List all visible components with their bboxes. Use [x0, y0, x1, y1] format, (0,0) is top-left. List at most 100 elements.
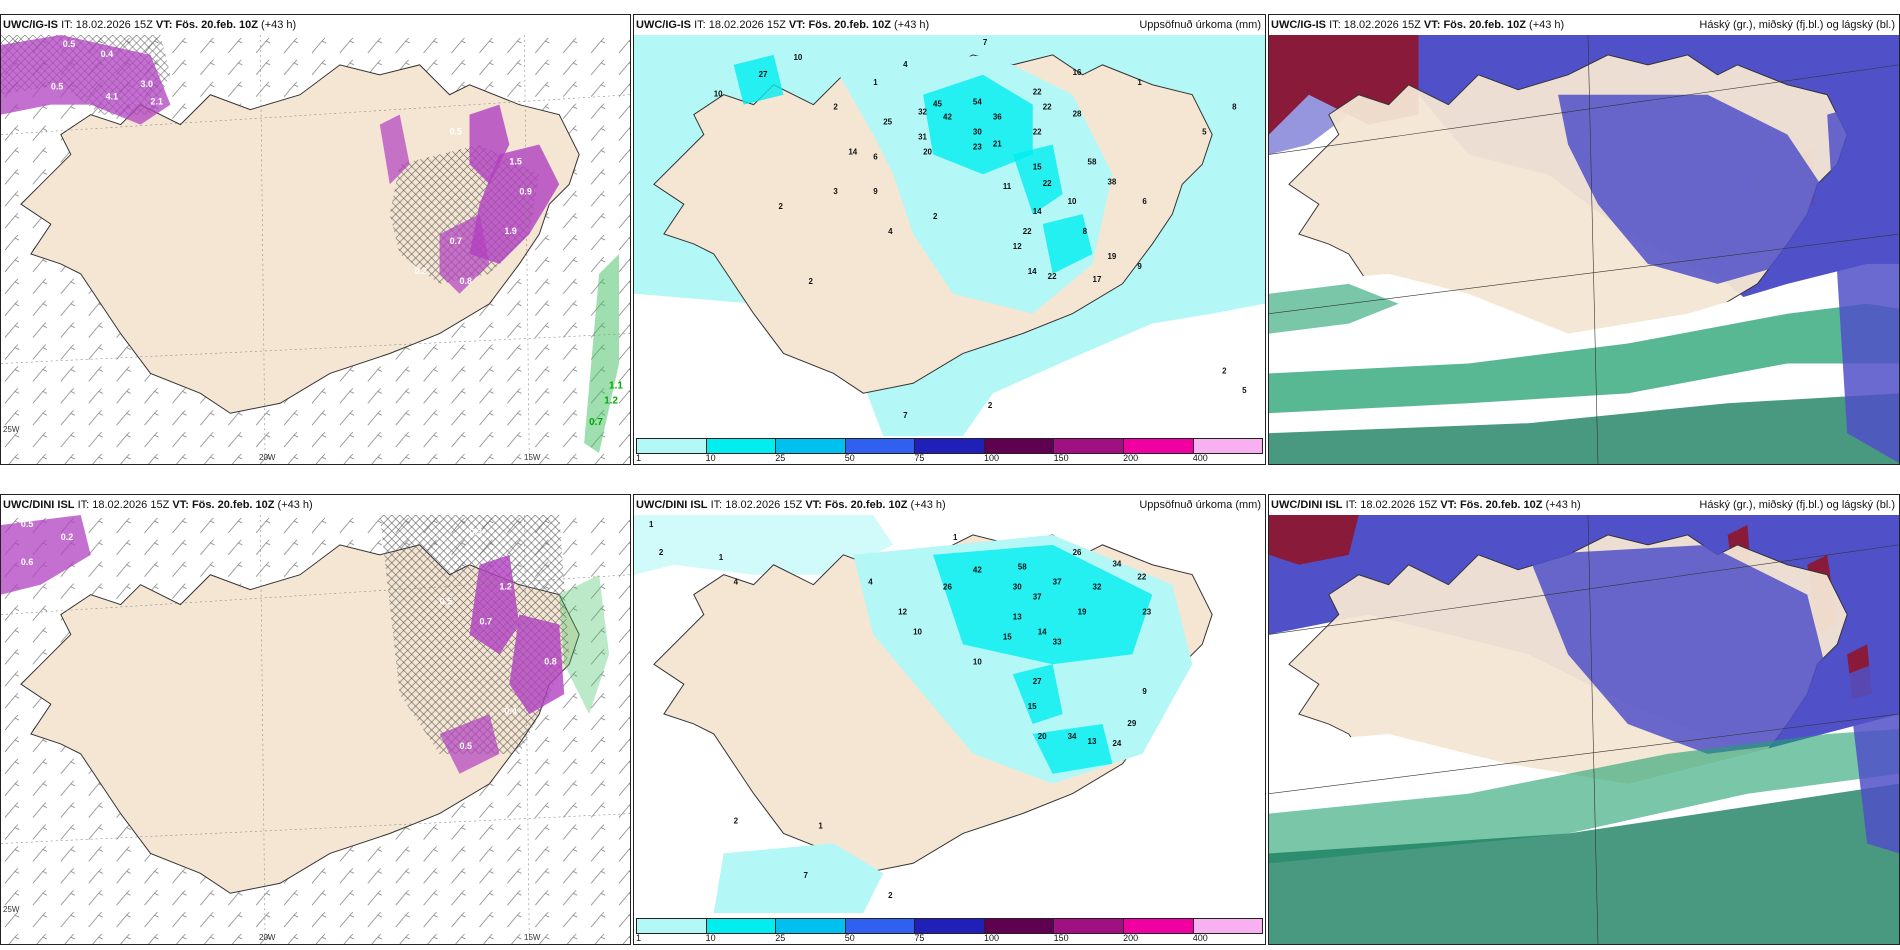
svg-text:0.5: 0.5: [460, 741, 472, 751]
panel-dini-clouds: UWC/DINI ISL IT: 18.02.2026 15Z VT: Fös.…: [1268, 494, 1900, 945]
svg-text:27: 27: [1033, 677, 1042, 686]
svg-text:15: 15: [1028, 702, 1037, 711]
svg-text:0.3: 0.3: [415, 266, 427, 276]
svg-text:3.0: 3.0: [141, 79, 153, 89]
svg-text:32: 32: [1093, 583, 1102, 592]
svg-text:42: 42: [943, 113, 952, 122]
svg-text:5: 5: [1202, 128, 1207, 137]
map-wind-snow[interactable]: 0.5 0.2 0.3 0.6 1.2 0.5 0.7 0.8 0.5 0.4: [1, 515, 630, 944]
svg-text:12: 12: [1013, 242, 1022, 251]
svg-text:0.7: 0.7: [589, 417, 603, 428]
svg-text:2: 2: [888, 891, 893, 900]
svg-text:10: 10: [1068, 197, 1077, 206]
svg-text:22: 22: [1023, 227, 1032, 236]
legend-tick: 400: [1192, 453, 1208, 463]
svg-text:9: 9: [873, 187, 878, 196]
svg-text:9: 9: [1137, 262, 1142, 271]
svg-text:22: 22: [1048, 272, 1057, 281]
svg-text:33: 33: [1053, 637, 1062, 646]
svg-text:1.5: 1.5: [509, 156, 521, 166]
svg-text:20: 20: [923, 147, 932, 156]
low-cloud-area: [1269, 283, 1399, 334]
svg-text:0.8: 0.8: [460, 276, 472, 286]
svg-text:15: 15: [1003, 632, 1012, 641]
panel-ig-is-clouds: UWC/IG-IS IT: 18.02.2026 15Z VT: Fös. 20…: [1268, 14, 1900, 465]
panel-header: UWC/IG-IS IT: 18.02.2026 15Z VT: Fös. 20…: [634, 15, 1265, 35]
svg-text:37: 37: [1033, 593, 1042, 602]
svg-text:29: 29: [1127, 719, 1136, 728]
legend-tick: 25: [775, 453, 786, 463]
lead-time: (+43 h): [261, 19, 297, 31]
svg-text:8: 8: [1083, 227, 1088, 236]
svg-text:1.2: 1.2: [499, 582, 511, 592]
svg-text:3: 3: [833, 187, 838, 196]
iceland-land: [20, 64, 580, 414]
panel-header: UWC/IG-IS IT: 18.02.2026 15Z VT: Fös. 20…: [1269, 15, 1899, 35]
svg-text:15: 15: [1033, 162, 1042, 171]
legend-tick: 50: [844, 453, 855, 463]
svg-text:0.6: 0.6: [21, 557, 33, 567]
svg-text:23: 23: [1142, 608, 1151, 617]
svg-text:26: 26: [1073, 548, 1082, 557]
svg-text:2: 2: [659, 548, 664, 557]
svg-text:26: 26: [943, 583, 952, 592]
field-title: Uppsöfnuð úrkoma (mm): [1139, 19, 1261, 31]
svg-text:4: 4: [888, 227, 893, 236]
svg-text:0.9: 0.9: [519, 186, 531, 196]
map-wind-snow[interactable]: 0.5 0.4 0.5 3.0 4.1 2.1 1.5 0.5 0.9 1.9 …: [1, 35, 630, 464]
model-name: UWC/IG-IS: [3, 19, 58, 31]
svg-text:14: 14: [1038, 627, 1047, 636]
svg-text:1.2: 1.2: [604, 395, 618, 406]
svg-text:42: 42: [973, 566, 982, 575]
panel-ig-is-precip: UWC/IG-IS IT: 18.02.2026 15Z VT: Fös. 20…: [633, 14, 1266, 465]
svg-text:10: 10: [793, 53, 802, 62]
svg-text:0.5: 0.5: [21, 519, 33, 529]
svg-text:19: 19: [1107, 252, 1116, 261]
svg-text:2: 2: [1222, 366, 1227, 375]
svg-text:1.1: 1.1: [609, 380, 623, 391]
svg-text:4: 4: [868, 578, 873, 587]
svg-text:0.5: 0.5: [440, 597, 452, 607]
svg-text:0.5: 0.5: [63, 39, 75, 49]
svg-text:2: 2: [734, 816, 739, 825]
legend-tick: 1: [636, 453, 642, 463]
svg-text:12: 12: [898, 608, 907, 617]
map-precip[interactable]: 10 4 7 10 27 2 1 45 54 22 32 16 1 25 42 …: [634, 35, 1265, 436]
valid-time: Fös. 20.feb. 10Z: [175, 19, 258, 31]
precip-legend: 1 10 25 50 75 100 150 200 400: [634, 916, 1265, 944]
svg-text:30: 30: [1013, 583, 1022, 592]
map-clouds[interactable]: [1269, 515, 1899, 944]
svg-text:22: 22: [1043, 103, 1052, 112]
lon-label: 20W: [259, 453, 276, 462]
panel-header: UWC/IG-IS IT: 18.02.2026 15Z VT: Fös. 20…: [1, 15, 630, 35]
init-time: 18.02.2026 15Z: [75, 19, 153, 31]
svg-text:22: 22: [1137, 573, 1146, 582]
svg-text:14: 14: [1028, 267, 1037, 276]
svg-text:5: 5: [1242, 386, 1247, 395]
legend-tick: 150: [1053, 453, 1069, 463]
map-precip[interactable]: 1 2 1 4 4 1 26 34 42 58 37 32 22 12 10 2…: [634, 515, 1265, 916]
svg-text:2.1: 2.1: [151, 97, 163, 107]
rain-strip: [584, 253, 620, 454]
svg-text:58: 58: [1088, 157, 1097, 166]
snow-area-nw: [1, 35, 171, 125]
svg-text:4: 4: [734, 578, 739, 587]
svg-text:9: 9: [1142, 687, 1147, 696]
svg-text:21: 21: [993, 139, 1002, 148]
svg-text:54: 54: [973, 98, 982, 107]
svg-text:7: 7: [983, 38, 988, 47]
svg-text:17: 17: [1093, 275, 1102, 284]
svg-text:4: 4: [903, 60, 908, 69]
svg-text:6: 6: [1142, 197, 1147, 206]
svg-text:0.4: 0.4: [504, 706, 516, 716]
map-clouds[interactable]: [1269, 35, 1899, 464]
svg-text:24: 24: [1112, 739, 1121, 748]
svg-text:36: 36: [993, 113, 1002, 122]
lon-label: 25W: [3, 425, 20, 434]
svg-text:25: 25: [883, 118, 892, 127]
precip-core: [923, 74, 1033, 175]
svg-text:58: 58: [1018, 563, 1027, 572]
svg-text:22: 22: [1043, 179, 1052, 188]
svg-text:7: 7: [803, 871, 808, 880]
svg-text:1.9: 1.9: [504, 226, 516, 236]
